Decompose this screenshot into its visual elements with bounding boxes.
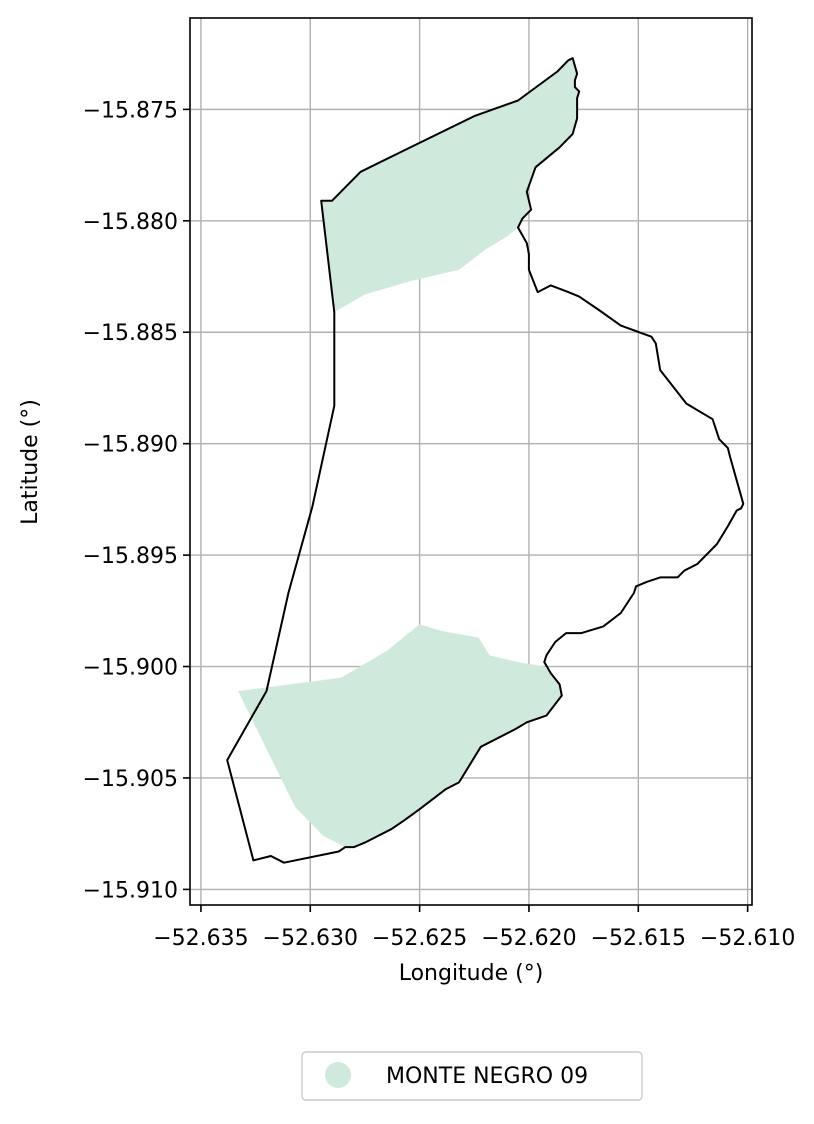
x-tick-label: −52.630: [263, 926, 358, 951]
y-tick-label: −15.885: [83, 321, 178, 346]
y-axis-label: Latitude (°): [18, 399, 43, 525]
x-tick-label: −52.615: [591, 926, 686, 951]
x-tick-label: −52.625: [372, 926, 467, 951]
y-tick-label: −15.900: [83, 656, 178, 681]
y-tick-label: −15.895: [83, 544, 178, 569]
x-tick-label: −52.620: [481, 926, 576, 951]
y-tick-label: −15.880: [83, 210, 178, 235]
x-tick-label: −52.610: [700, 926, 795, 951]
legend-marker: [325, 1062, 351, 1088]
x-tick-label: −52.635: [153, 926, 248, 951]
x-axis-label: Longitude (°): [399, 961, 544, 986]
y-tick-label: −15.910: [83, 878, 178, 903]
legend-label: MONTE NEGRO 09: [386, 1064, 588, 1089]
legend: MONTE NEGRO 09: [302, 1052, 642, 1100]
y-tick-label: −15.875: [83, 98, 178, 123]
y-tick-label: −15.890: [83, 433, 178, 458]
y-tick-label: −15.905: [83, 767, 178, 792]
